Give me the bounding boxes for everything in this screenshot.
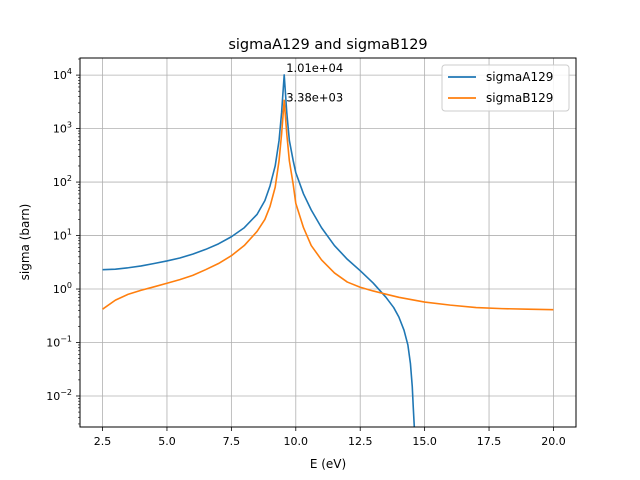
y-tick-label: 10−2 <box>46 388 72 403</box>
series-line-sigmaA129 <box>102 74 416 427</box>
y-tick-label: 102 <box>53 174 72 189</box>
legend: sigmaA129 sigmaB129 <box>441 64 570 112</box>
x-tick-label: 7.5 <box>223 435 241 448</box>
x-tick-label: 10.0 <box>284 435 309 448</box>
y-tick-exponent: 1 <box>67 228 72 237</box>
y-tick-base: 10 <box>53 69 67 82</box>
y-tick-base: 10 <box>46 390 60 403</box>
grid-lines <box>80 58 576 427</box>
y-tick-label: 100 <box>53 281 72 296</box>
y-tick-base: 10 <box>46 337 60 350</box>
y-tick-base: 10 <box>53 123 67 136</box>
y-tick-base: 10 <box>53 230 67 243</box>
y-tick-exponent: 2 <box>67 174 72 183</box>
chart-title: sigmaA129 and sigmaB129 <box>228 37 427 53</box>
peak-annotation: 1.01e+04 <box>286 61 343 75</box>
x-tick-label: 5.0 <box>158 435 176 448</box>
y-tick-label: 104 <box>53 67 72 82</box>
y-tick-exponent: −1 <box>60 335 72 344</box>
x-tick-label: 12.5 <box>348 435 373 448</box>
x-axis-ticks: 2.5 5.0 7.5 10.0 12.5 15.0 17.5 20.0 <box>94 427 566 448</box>
x-tick-label: 15.0 <box>412 435 437 448</box>
y-tick-exponent: 3 <box>67 121 72 130</box>
y-tick-exponent: 0 <box>67 281 72 290</box>
y-tick-base: 10 <box>53 283 67 296</box>
y-tick-exponent: 4 <box>67 67 72 76</box>
series-layer <box>102 74 554 427</box>
legend-label: sigmaB129 <box>486 91 553 105</box>
series-line-sigmaB129 <box>102 99 554 311</box>
x-tick-label: 2.5 <box>94 435 112 448</box>
legend-label: sigmaA129 <box>486 70 553 84</box>
annotations: 1.01e+04 3.38e+03 <box>286 61 343 104</box>
y-axis-label: sigma (barn) <box>18 204 32 281</box>
x-axis-label: E (eV) <box>310 457 346 471</box>
x-tick-label: 20.0 <box>541 435 566 448</box>
plot-frame <box>79 57 577 428</box>
y-tick-exponent: −2 <box>60 388 72 397</box>
y-tick-label: 10−1 <box>46 335 72 350</box>
peak-annotation: 3.38e+03 <box>286 90 343 104</box>
x-tick-label: 17.5 <box>477 435 502 448</box>
y-tick-label: 103 <box>53 121 72 136</box>
y-tick-label: 101 <box>53 228 72 243</box>
y-tick-base: 10 <box>53 176 67 189</box>
